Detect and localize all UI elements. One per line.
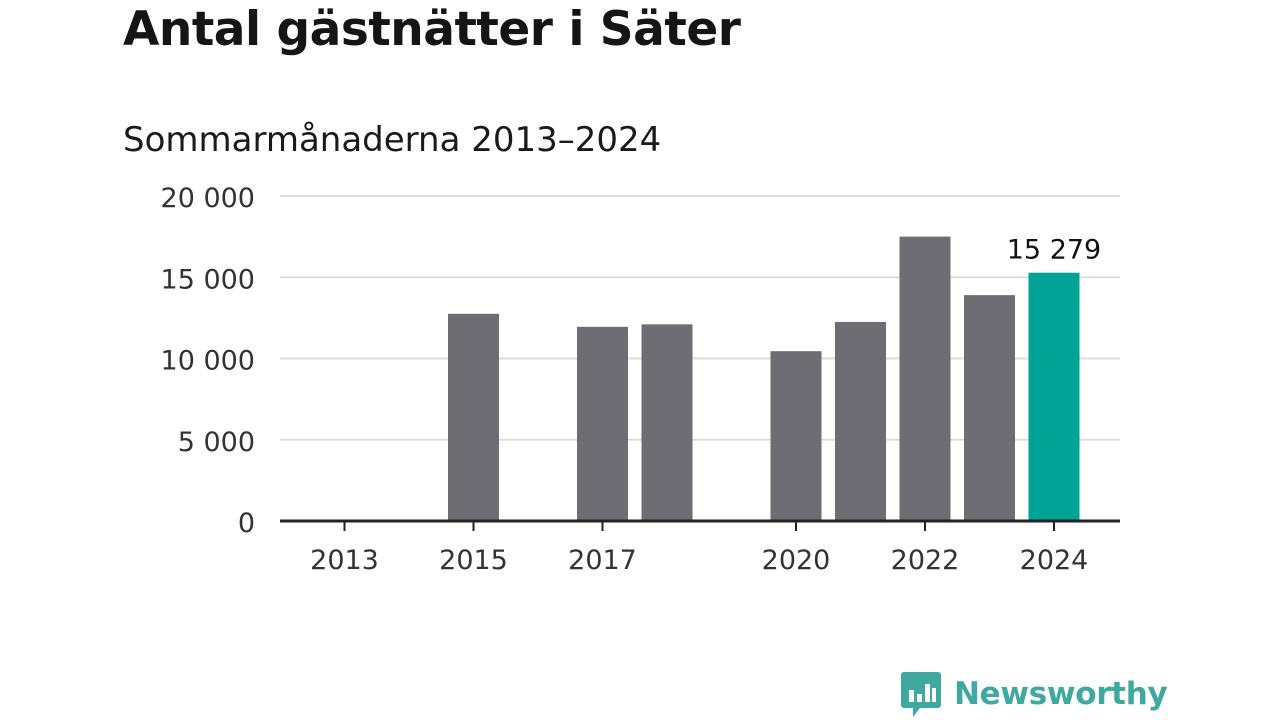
bar	[448, 313, 499, 521]
bar	[577, 326, 628, 521]
newsworthy-logo-icon	[901, 672, 941, 717]
chart-title: Antal gästnätter i Säter	[123, 2, 741, 57]
x-tick-label: 2020	[762, 545, 831, 576]
y-tick-label: 5 000	[178, 427, 255, 458]
x-tick-label: 2013	[310, 545, 379, 576]
bar	[641, 324, 693, 521]
y-tick-label: 10 000	[161, 346, 255, 377]
x-tick-label: 2015	[439, 545, 508, 576]
x-tick-label: 2024	[1020, 545, 1089, 576]
brand-name: Newsworthy	[954, 676, 1168, 712]
bar	[770, 351, 822, 521]
bar	[835, 321, 886, 521]
bar	[899, 236, 951, 521]
x-tick-label: 2022	[891, 545, 960, 576]
x-tick-label: 2017	[568, 545, 637, 576]
brand-logo: Newsworthy	[900, 670, 1168, 718]
bar-highlight	[1028, 272, 1080, 521]
y-tick-label: 20 000	[161, 183, 255, 214]
y-tick-label: 0	[238, 508, 255, 539]
chart-subtitle: Sommarmånaderna 2013–2024	[123, 120, 662, 160]
data-label: 15 279	[1007, 235, 1101, 266]
bar	[964, 295, 1015, 521]
y-tick-label: 15 000	[161, 264, 255, 295]
